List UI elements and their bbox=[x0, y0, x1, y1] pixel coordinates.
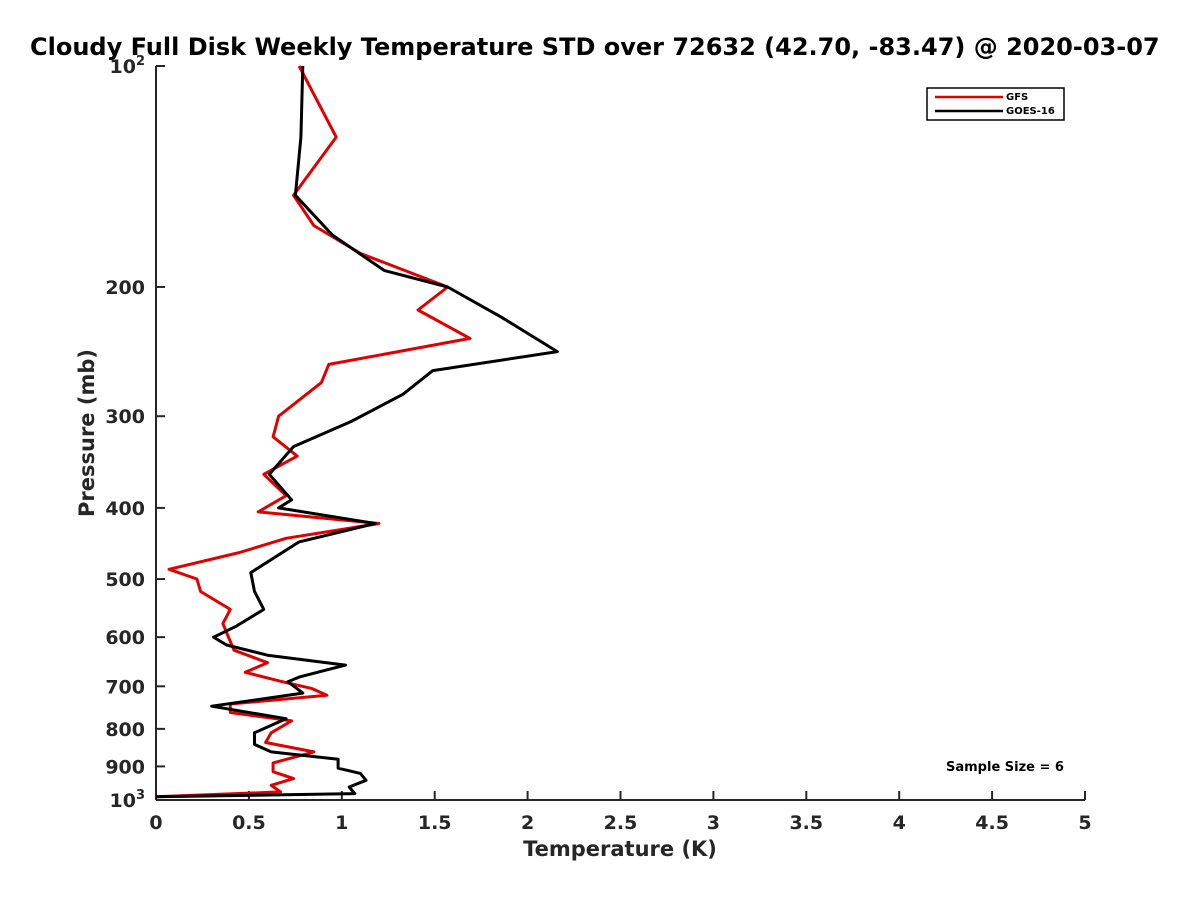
y-tick-label: 200 bbox=[105, 277, 145, 299]
x-tick-label: 4.5 bbox=[975, 812, 1009, 834]
x-tick-label: 3.5 bbox=[789, 812, 823, 834]
x-tick-label: 2.5 bbox=[604, 812, 638, 834]
x-tick-label: 0.5 bbox=[232, 812, 266, 834]
x-tick-label: 1 bbox=[335, 812, 348, 834]
y-tick-label: 102 bbox=[110, 54, 146, 78]
sample-size-annotation: Sample Size = 6 bbox=[946, 760, 1064, 775]
legend-label-goes16: GOES-16 bbox=[1006, 106, 1055, 117]
y-tick-label: 400 bbox=[105, 498, 145, 520]
y-tick-label: 500 bbox=[105, 569, 145, 591]
x-axis-label: Temperature (K) bbox=[523, 837, 717, 861]
plot-area: 0 0.5 1 1.5 2 2.5 3 3.5 4 4.5 5 102 200 300 400 500 600 7… bbox=[105, 54, 1091, 834]
legend-box bbox=[926, 87, 1065, 121]
x-tick-label: 0 bbox=[149, 812, 162, 834]
y-tick-label: 900 bbox=[105, 756, 145, 778]
x-tick-label: 5 bbox=[1078, 812, 1091, 834]
legend: GFS GOES-16 bbox=[926, 87, 1065, 121]
x-tick-label: 1.5 bbox=[418, 812, 452, 834]
x-tick-label: 3 bbox=[707, 812, 720, 834]
y-tick-label: 800 bbox=[105, 719, 145, 741]
legend-label-gfs: GFS bbox=[1006, 92, 1028, 103]
y-tick-label: 103 bbox=[110, 788, 146, 812]
chart-title: Cloudy Full Disk Weekly Temperature STD … bbox=[30, 33, 1160, 61]
y-tick-label: 700 bbox=[105, 676, 145, 698]
y-tick-label: 600 bbox=[105, 627, 145, 649]
y-axis-label: Pressure (mb) bbox=[75, 349, 99, 517]
series-line-gfs bbox=[155, 65, 472, 799]
x-tick-label: 4 bbox=[893, 812, 906, 834]
y-tick-label: 300 bbox=[105, 406, 145, 428]
x-tick-label: 2 bbox=[521, 812, 534, 834]
series-line-goes16 bbox=[155, 65, 559, 799]
